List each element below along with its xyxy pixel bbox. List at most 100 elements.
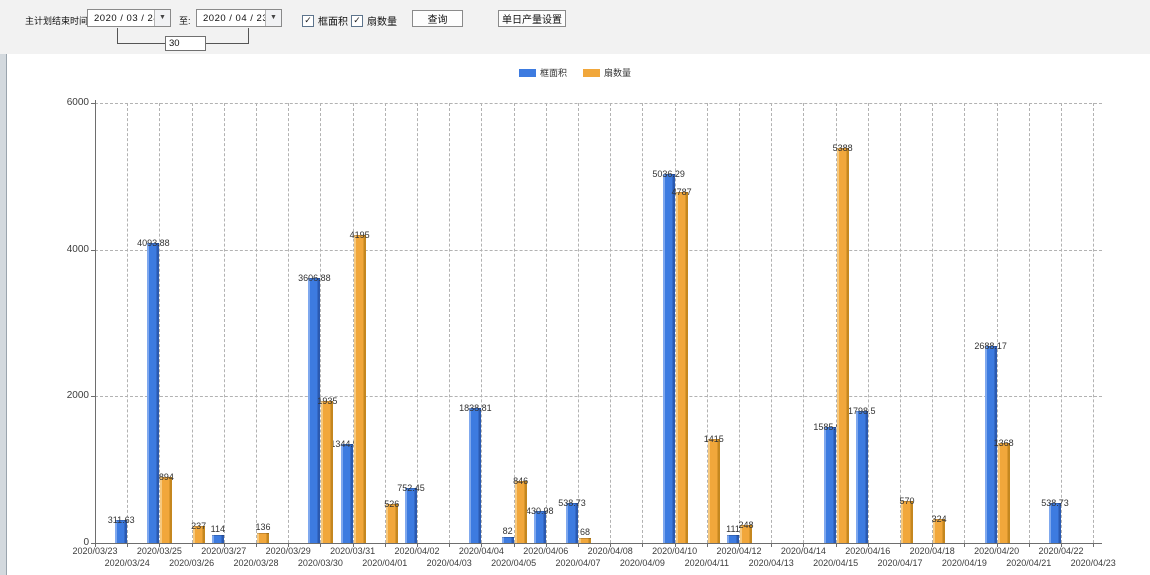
x-axis-tick [900, 543, 901, 547]
to-date-picker[interactable]: 2020 / 04 / 23 ▼ [196, 9, 282, 27]
x-axis-line [95, 543, 1102, 544]
y-axis-line [95, 100, 96, 543]
bar-value-label: 4787 [671, 186, 692, 197]
x-gridline [964, 103, 966, 543]
x-axis-label: 2020/04/11 [684, 558, 729, 568]
x-gridline [739, 103, 740, 543]
bar-value-label: 136 [255, 522, 271, 533]
x-axis-tick [159, 543, 161, 547]
y-axis-label: 6000 [66, 97, 89, 108]
bar-value-label: 1798.5 [848, 406, 876, 417]
x-axis-tick [95, 543, 96, 547]
x-gridline [223, 103, 225, 543]
x-gridline [900, 103, 901, 543]
x-axis-tick [256, 543, 257, 547]
x-axis-tick [964, 543, 966, 547]
bar-frame-area [984, 345, 997, 543]
x-gridline [996, 103, 998, 543]
bar-value-label: 324 [931, 514, 947, 525]
chart-legend: 框面积 扇数量 [0, 66, 1150, 79]
bar-frame-area [1049, 503, 1061, 543]
y-axis-tick [91, 249, 95, 251]
x-axis-tick [223, 543, 225, 547]
x-axis-label: 2020/04/20 [974, 546, 1020, 556]
x-gridline [191, 103, 193, 543]
bar-value-label: 1344.95 [330, 439, 363, 450]
bar-value-label: 1415 [703, 434, 724, 445]
x-axis-label: 2020/04/16 [845, 546, 891, 556]
from-date-dropdown-icon[interactable]: ▼ [154, 10, 170, 26]
daily-output-button[interactable]: 单日产量设置 [498, 10, 566, 27]
x-axis-label: 2020/04/04 [458, 546, 504, 556]
x-axis-label: 2020/04/18 [909, 546, 955, 556]
frame-area-checkbox[interactable]: ✓ 框面积 [302, 13, 348, 28]
x-gridline [1093, 103, 1095, 543]
bar-value-label: 1838.81 [459, 403, 492, 414]
days-input[interactable] [165, 36, 206, 51]
x-axis-label: 2020/03/25 [136, 546, 182, 556]
legend-item: 框面积 [518, 66, 567, 79]
x-axis-tick [867, 543, 869, 547]
bar-frame-area [469, 408, 482, 543]
x-axis-label: 2020/04/12 [716, 546, 762, 556]
x-gridline [771, 103, 773, 543]
bar-fan-count [901, 501, 913, 543]
y-axis-tick [91, 103, 95, 104]
x-axis-label: 2020/04/03 [426, 558, 472, 568]
x-gridline [127, 103, 129, 543]
y-axis-tick [91, 543, 95, 544]
x-axis-tick [578, 543, 579, 547]
to-date-value: 2020 / 04 / 23 [203, 13, 269, 24]
bar-frame-area [533, 511, 546, 543]
bar-value-label: 5036.29 [652, 168, 685, 179]
bar-frame-area [855, 411, 868, 543]
x-axis-label: 2020/03/26 [169, 558, 215, 568]
x-gridline [417, 103, 418, 543]
x-axis-label: 2020/04/23 [1070, 558, 1116, 568]
bar-fan-count [514, 480, 527, 543]
bar-frame-area [662, 173, 675, 543]
y-axis-tick [91, 396, 95, 398]
x-axis-tick [191, 543, 193, 547]
x-axis-label: 2020/04/13 [748, 558, 794, 568]
bar-fan-count [707, 439, 720, 543]
x-axis-label: 2020/03/30 [297, 558, 343, 568]
legend-swatch [583, 68, 600, 77]
bar-fan-count [160, 477, 173, 543]
y-gridline [95, 103, 1102, 104]
bar-fan-count [353, 235, 366, 543]
x-axis-tick [127, 543, 129, 547]
fan-count-checkbox[interactable]: ✓ 扇数量 [351, 13, 397, 28]
x-axis-label: 2020/04/01 [362, 558, 408, 568]
bar-value-label: 538.73 [1041, 498, 1069, 509]
bar-frame-area [211, 534, 224, 543]
from-date-picker[interactable]: 2020 / 03 / 24 ▼ [87, 9, 171, 27]
bar-value-label: 1368 [993, 437, 1014, 448]
x-axis-label: 2020/04/17 [877, 558, 923, 568]
x-gridline [288, 103, 290, 543]
bar-fan-count [192, 525, 205, 543]
x-gridline [674, 103, 676, 543]
x-axis-tick [771, 543, 773, 547]
bar-value-label: 538.73 [558, 498, 586, 509]
bar-fan-count [321, 401, 334, 543]
legend-swatch [518, 68, 536, 77]
x-axis-tick [545, 543, 547, 547]
x-gridline [803, 103, 805, 543]
legend-item: 扇数量 [583, 66, 631, 79]
checkbox-checked-icon: ✓ [351, 14, 363, 27]
bar-fan-count [997, 442, 1010, 543]
bar-frame-area [340, 444, 353, 543]
window-left-border [0, 0, 7, 575]
x-gridline [513, 103, 515, 543]
bar-fan-count [933, 519, 946, 543]
bar-fan-count [675, 191, 688, 543]
query-button[interactable]: 查询 [412, 10, 463, 27]
x-axis-label: 2020/04/22 [1038, 546, 1084, 556]
bar-fan-count [385, 504, 398, 543]
bar-value-label: 311.63 [107, 515, 135, 526]
x-gridline [642, 103, 644, 543]
to-date-dropdown-icon[interactable]: ▼ [265, 10, 281, 26]
x-gridline [256, 103, 257, 543]
